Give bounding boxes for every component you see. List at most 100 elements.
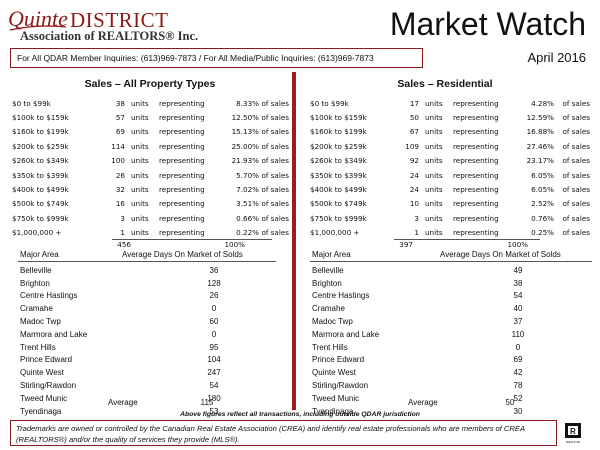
representing-label: representing xyxy=(159,213,205,223)
units-label: units xyxy=(131,156,149,166)
price-range-label: $400k to $499k xyxy=(310,185,367,195)
price-range-row: $0 to $99k 38 units representing 8.33% of sal… xyxy=(12,96,289,110)
price-range-label: $160k to $199k xyxy=(310,127,367,137)
area-avg-days: 104 xyxy=(207,355,221,365)
price-range-label: $500k to $749k xyxy=(12,199,69,209)
sales-percentage: 6.05% xyxy=(531,170,554,180)
sales-percentage: 12.50% xyxy=(231,113,259,123)
sales-percentage: 12.59% xyxy=(526,113,554,123)
unit-count: 24 xyxy=(409,185,419,195)
representing-label: representing xyxy=(159,170,205,180)
units-label: units xyxy=(425,213,443,223)
unit-count: 10 xyxy=(409,199,419,209)
units-label: units xyxy=(425,170,443,180)
area-avg-days: 0 xyxy=(211,304,217,314)
area-avg-days: 53 xyxy=(209,406,219,416)
sales-percentage: 5.70% xyxy=(236,170,259,180)
price-range-row: $100k to $159k 50 units representing 12.59% o… xyxy=(310,110,590,124)
sales-percentage: 16.88% xyxy=(526,127,554,137)
unit-count: 3 xyxy=(120,213,125,223)
of-sales-label: of sales xyxy=(261,127,289,137)
price-range-row: $400k to $499k 32 units representing 7.02% of… xyxy=(12,182,289,196)
area-name: Brighton xyxy=(312,278,342,288)
unit-count: 92 xyxy=(409,156,419,166)
representing-label: representing xyxy=(159,156,205,166)
major-area-heading: Major Area xyxy=(312,250,351,259)
all-types-title: Sales – All Property Types xyxy=(84,78,216,90)
representing-label: representing xyxy=(159,113,205,123)
units-label: units xyxy=(131,213,149,223)
area-avg-days: 54 xyxy=(513,291,523,301)
average-label: Average xyxy=(108,398,138,407)
representing-label: representing xyxy=(159,199,205,209)
sales-percentage: 0.76% xyxy=(531,213,554,223)
price-range-label: $100k to $159k xyxy=(310,113,367,123)
price-range-label: $400k to $499k xyxy=(12,185,69,195)
average-label: Average xyxy=(408,398,438,407)
all-types-total-units: 456 xyxy=(117,240,131,249)
area-name: Belleville xyxy=(312,265,344,275)
header-rule xyxy=(310,261,592,262)
sales-percentage: 23.17% xyxy=(526,156,554,166)
area-row: Prince Edward 104 xyxy=(20,354,240,367)
avg-days-heading: Average Days On Market of Solds xyxy=(440,250,561,259)
units-label: units xyxy=(131,228,149,238)
area-row: Prince Edward 69 xyxy=(312,354,556,367)
units-label: units xyxy=(425,98,443,108)
area-row: Belleville 36 xyxy=(20,264,240,277)
sales-percentage: 2.52% xyxy=(531,199,554,209)
area-avg-days: 78 xyxy=(513,381,523,391)
price-range-row: $500k to $749k 10 units representing 2.52% of… xyxy=(310,197,590,211)
price-range-row: $160k to $199k 67 units representing 16.88% o… xyxy=(310,125,590,139)
avg-days-heading: Average Days On Market of Solds xyxy=(122,250,243,259)
price-range-label: $160k to $199k xyxy=(12,127,69,137)
column-divider xyxy=(292,72,296,410)
residential-average-value: 50 xyxy=(505,398,515,407)
of-sales-label: of sales xyxy=(562,199,590,209)
area-avg-days: 0 xyxy=(515,342,521,352)
price-range-row: $200k to $259k 109 units representing 27.46%… xyxy=(310,139,590,153)
area-avg-days: 26 xyxy=(209,291,219,301)
area-name: Madoc Twp xyxy=(20,317,61,327)
units-label: units xyxy=(131,113,149,123)
report-date: April 2016 xyxy=(527,50,586,65)
price-range-label: $350k to $399k xyxy=(310,170,367,180)
logo-association-text: Association of REALTORS® Inc. xyxy=(20,29,199,43)
units-label: units xyxy=(131,127,149,137)
unit-count: 32 xyxy=(115,185,125,195)
units-label: units xyxy=(425,113,443,123)
area-row: Centre Hastings 54 xyxy=(312,290,556,303)
area-avg-days: 38 xyxy=(513,278,523,288)
realtor-logo-icon: R REALTOR xyxy=(565,423,581,444)
price-range-label: $500k to $749k xyxy=(310,199,367,209)
sales-percentage: 4.28% xyxy=(531,98,554,108)
sales-percentage: 27.46% xyxy=(526,141,554,151)
area-avg-days: 37 xyxy=(513,317,523,327)
major-area-heading: Major Area xyxy=(20,250,59,259)
representing-label: representing xyxy=(453,199,499,209)
price-range-label: $1,000,000 + xyxy=(310,228,360,238)
sales-percentage: 21.93% xyxy=(231,156,259,166)
area-avg-days: 60 xyxy=(209,317,219,327)
representing-label: representing xyxy=(159,127,205,137)
representing-label: representing xyxy=(159,141,205,151)
area-avg-days: 30 xyxy=(513,406,523,416)
of-sales-label: of sales xyxy=(261,156,289,166)
units-label: units xyxy=(425,185,443,195)
unit-count: 3 xyxy=(414,213,419,223)
unit-count: 109 xyxy=(405,141,419,151)
logo-district-text: DISTRICT xyxy=(70,8,169,32)
residential-total-units: 397 xyxy=(399,240,413,249)
price-range-label: $260k to $349k xyxy=(310,156,367,166)
area-avg-days: 95 xyxy=(209,342,219,352)
units-label: units xyxy=(131,141,149,151)
units-label: units xyxy=(425,141,443,151)
representing-label: representing xyxy=(453,156,499,166)
area-row: Trent Hills 0 xyxy=(312,341,556,354)
area-row: Tweed Munic 180 xyxy=(20,392,240,405)
sales-percentage: 15.13% xyxy=(231,127,259,137)
area-name: Cramahe xyxy=(312,304,345,314)
area-name: Belleville xyxy=(20,265,52,275)
price-range-label: $260k to $349k xyxy=(12,156,69,166)
area-avg-days: 49 xyxy=(513,265,523,275)
